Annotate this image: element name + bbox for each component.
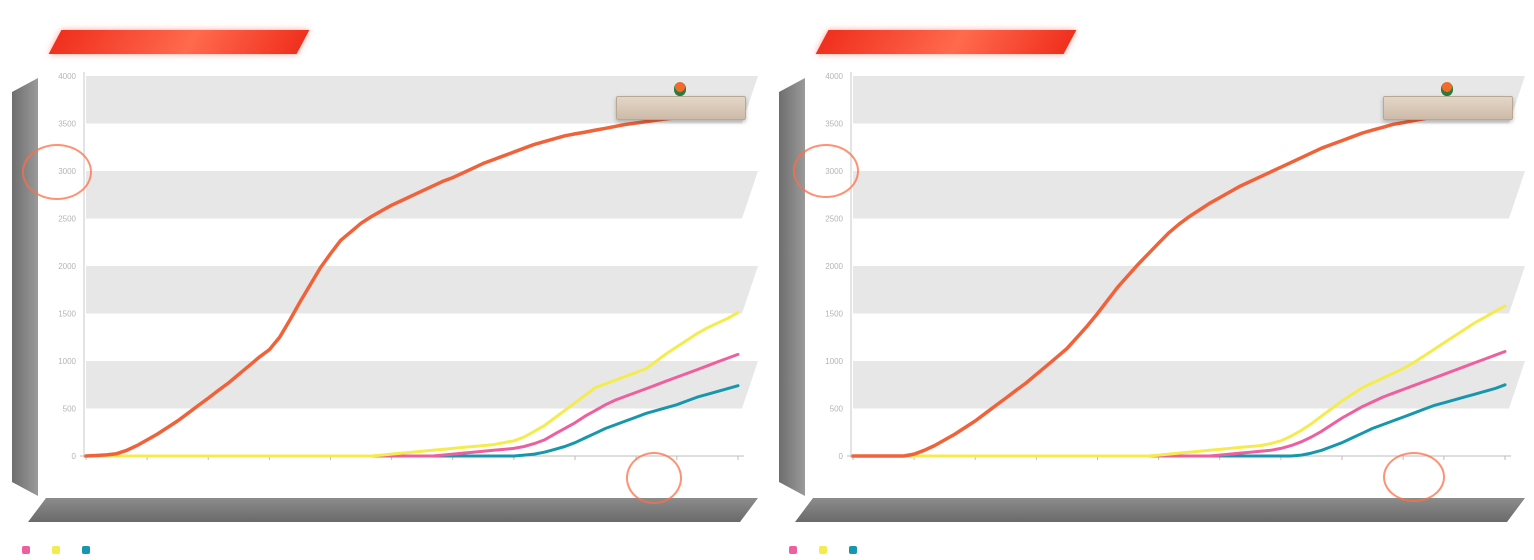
y-tick-label: 1000	[825, 357, 843, 366]
legend-swatch-yellow	[52, 546, 60, 554]
y-tick-label: 1500	[825, 310, 843, 319]
legend-item	[849, 546, 857, 554]
legend-swatch-pink	[789, 546, 797, 554]
chart-panel-right: 0 500 1000 1500 2000 2500 3000 3500 4000	[767, 0, 1534, 560]
legend-swatch-teal	[82, 546, 90, 554]
y-tick-label: 1500	[58, 310, 76, 319]
grid-band	[853, 171, 1525, 219]
grid-band	[86, 76, 758, 124]
grid-band	[853, 76, 1525, 124]
highlight-circle	[626, 452, 682, 504]
y-tick-label: 500	[63, 405, 77, 414]
legend-item	[789, 546, 797, 554]
y-tick-label: 4000	[825, 72, 843, 81]
y-tick-label: 2500	[58, 215, 76, 224]
legend-item	[82, 546, 90, 554]
y-tick-label: 2000	[58, 262, 76, 271]
grid-band	[86, 361, 758, 409]
y-tick-label: 2000	[825, 262, 843, 271]
y-tick-label: 3500	[58, 120, 76, 129]
badge-fruit-icon	[674, 82, 686, 96]
x-axis-bar	[28, 498, 758, 522]
y-tick-label: 2500	[825, 215, 843, 224]
x-axis-bar	[795, 498, 1525, 522]
chart-legend	[22, 542, 90, 558]
y-tick-label: 0	[72, 452, 77, 461]
badge-fruit-icon	[1441, 82, 1453, 96]
chart-badge	[616, 96, 746, 120]
legend-item	[819, 546, 827, 554]
highlight-circle	[793, 144, 859, 198]
highlight-circle	[22, 144, 92, 200]
y-tick-label: 4000	[58, 72, 76, 81]
grid-band	[86, 171, 758, 219]
series-line-yellow	[851, 304, 1507, 458]
chart-legend	[789, 542, 857, 558]
legend-item	[52, 546, 60, 554]
legend-item	[22, 546, 30, 554]
grid-band	[86, 266, 758, 314]
y-tick-label: 3500	[825, 120, 843, 129]
grid-band	[853, 361, 1525, 409]
y-tick-label: 500	[830, 405, 844, 414]
series-line-orange	[84, 111, 740, 458]
series-line-yellow	[84, 311, 740, 458]
y-axis-bar	[12, 78, 38, 496]
chart-panel-left: 0 500 1000 1500 2000 2500 3000 3500 4000	[0, 30, 758, 558]
series-line-orange	[851, 105, 1507, 458]
y-tick-label: 1000	[58, 357, 76, 366]
grid-band	[853, 266, 1525, 314]
legend-swatch-pink	[22, 546, 30, 554]
highlight-circle	[1383, 452, 1445, 502]
legend-swatch-yellow	[819, 546, 827, 554]
y-axis-bar	[779, 78, 805, 496]
y-tick-label: 0	[839, 452, 844, 461]
legend-swatch-teal	[849, 546, 857, 554]
chart-badge	[1383, 96, 1513, 120]
